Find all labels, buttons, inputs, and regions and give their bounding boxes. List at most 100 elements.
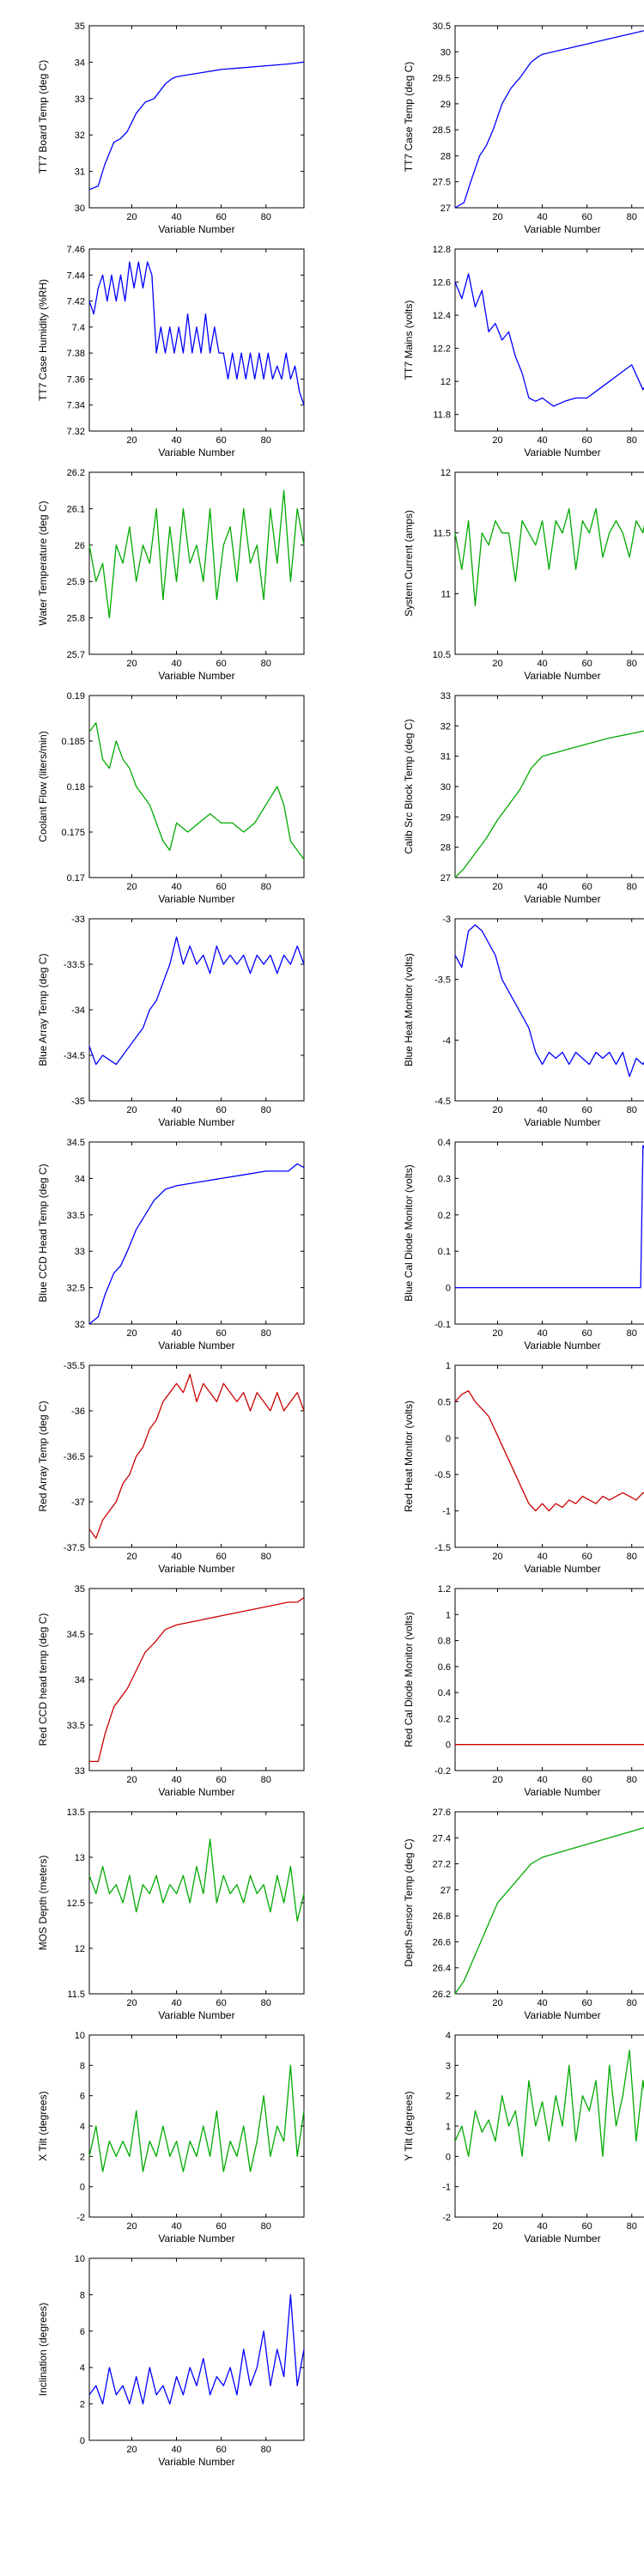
chart-red-array-temp-deg-c: 20 40 60 80 -37.5 -37 -36.5 -36 -35.5 Variable Nu… [37,1361,305,1575]
y-tick-label: 34 [75,1174,85,1184]
x-axis-label: Variable Number [524,2233,600,2245]
plot-frame [88,1141,305,1325]
y-tick-label: 34.5 [67,1138,85,1148]
y-tick-label: 0 [446,2152,451,2162]
chart-blue-array-temp-deg-c: 20 40 60 80 -35 -34.5 -34 -33.5 -33 Variable Numb… [37,914,305,1128]
x-axis-label: Variable Number [158,1786,234,1798]
y-tick-label: 12 [75,1944,85,1954]
x-axis-label: Variable Number [524,1786,600,1798]
y-tick-label: 27 [440,204,451,214]
y-tick-label: 33 [75,1766,85,1777]
y-tick-label: 0.185 [61,737,85,747]
x-tick-label: 40 [537,1552,547,1562]
x-tick-label: 80 [261,659,271,669]
chart-blue-heat-monitor-volts: 20 40 60 80 -4.5 -4 -3.5 -3 Variable Number Blue … [403,914,644,1128]
y-tick-label: 32 [75,1320,85,1330]
y-tick-label: 33.5 [67,1211,85,1221]
y-tick-label: 32 [75,131,85,141]
plot-frame [454,1588,644,1771]
plot-frame [454,248,644,432]
y-tick-label: 33 [75,94,85,105]
series-line [88,936,305,1066]
y-tick-label: -34 [71,1005,85,1016]
x-tick-label: 80 [627,659,637,669]
x-tick-label: 60 [582,2221,592,2232]
y-tick-label: 12 [440,468,451,478]
y-tick-label: 0.3 [438,1174,451,1184]
x-tick-label: 60 [216,1105,227,1115]
x-tick-label: 60 [216,659,227,669]
y-tick-label: 31 [440,752,451,762]
x-axis-label: Variable Number [158,2233,234,2245]
y-axis-label: Red CCD head temp (deg C) [37,1613,49,1747]
y-tick-label: 30 [75,204,85,214]
y-tick-label: -2 [76,2213,85,2223]
y-tick-label: 0.8 [438,1637,451,1647]
x-axis-label: Variable Number [524,223,600,235]
x-tick-label: 80 [627,1775,637,1785]
chart-blue-ccd-head-temp-deg-c: 20 40 60 80 32 32.5 33 33.5 34 34.5 Variable Numbe… [37,1138,305,1352]
chart-x-tilt-degrees: 20 40 60 80 -2 0 2 4 6 8 10 Variable Number X Tilt (… [37,2031,305,2245]
x-tick-label: 20 [492,435,502,446]
y-tick-label: -1 [442,1507,451,1517]
y-tick-label: 8 [80,2290,85,2300]
x-axis-label: Variable Number [158,1116,234,1128]
y-tick-label: 6 [80,2092,85,2102]
plot-frame [454,1364,644,1548]
x-axis-label: Variable Number [158,893,234,905]
y-tick-label: -2 [442,2213,451,2223]
x-tick-label: 40 [537,435,547,446]
y-axis-label: Coolant Flow (liters/min) [37,731,49,841]
y-tick-label: 0.4 [438,1138,451,1148]
y-tick-label: 13 [75,1853,85,1863]
x-axis-label: Variable Number [158,1563,234,1575]
x-tick-label: 40 [171,1552,181,1562]
y-tick-label: 12.5 [67,1899,85,1909]
x-tick-label: 60 [582,1552,592,1562]
y-axis-label: Y Tilt (degrees) [403,2091,415,2160]
chart-coolant-flow-liters-min: 20 40 60 80 0.17 0.175 0.18 0.185 0.19 Variable N… [37,691,305,905]
x-tick-label: 60 [216,435,227,446]
x-axis-label: Variable Number [158,223,234,235]
y-tick-label: 8 [80,2061,85,2071]
x-axis-label: Variable Number [524,1116,600,1128]
x-axis-label: Variable Number [524,670,600,682]
chart-blue-cal-diode-monitor-volts: 20 40 60 80 -0.1 0 0.1 0.2 0.3 0.4 Variable Number… [403,1138,644,1352]
x-tick-label: 20 [126,212,137,222]
y-tick-label: 2 [80,2400,85,2410]
x-axis-label: Variable Number [524,893,600,905]
series-line [88,1373,305,1540]
y-tick-label: 31 [75,167,85,178]
y-tick-label: 25.9 [67,577,85,587]
x-tick-label: 80 [627,2221,637,2232]
x-axis-label: Variable Number [158,2456,234,2468]
chart-red-ccd-head-temp-deg-c: 20 40 60 80 33 33.5 34 34.5 35 Variable Number Red… [37,1584,305,1798]
y-tick-label: 7.4 [72,323,85,333]
y-tick-label: 2 [80,2152,85,2162]
y-tick-label: 33 [440,691,451,702]
y-axis-label: TT7 Mains (volts) [403,301,415,380]
y-tick-label: -36 [71,1406,85,1417]
x-tick-label: 20 [126,2221,137,2232]
y-tick-label: 26.6 [433,1937,451,1947]
y-tick-label: 0 [446,1741,451,1751]
y-tick-label: 7.38 [67,349,85,359]
y-tick-label: 26.2 [67,468,85,478]
y-axis-label: MOS Depth (meters) [37,1856,49,1951]
x-tick-label: 80 [261,1552,271,1562]
y-tick-label: -35.5 [64,1361,85,1371]
y-tick-label: 32.5 [67,1284,85,1294]
y-tick-label: 26.8 [433,1911,451,1922]
y-tick-label: 27.5 [433,178,451,188]
y-tick-label: 34 [75,58,85,68]
plot-frame [88,2034,305,2218]
y-tick-label: 29 [440,812,451,823]
x-tick-label: 60 [582,882,592,892]
series-line [88,1163,305,1325]
y-tick-label: 27.2 [433,1860,451,1870]
x-tick-label: 40 [171,1775,181,1785]
y-tick-label: 29 [440,100,451,110]
y-axis-label: Blue Cal Diode Monitor (volts) [403,1164,415,1301]
y-tick-label: 13.5 [67,1807,85,1818]
plot-frame [88,2257,305,2441]
